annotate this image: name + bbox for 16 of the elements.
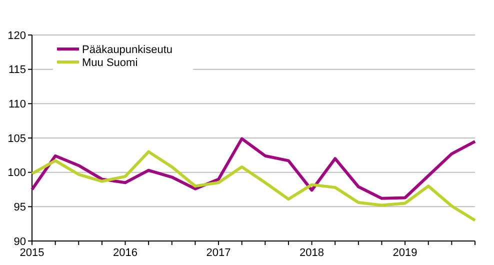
legend-label: Muu Suomi bbox=[82, 56, 138, 69]
y-tick-label: 95 bbox=[14, 202, 26, 214]
y-tick-label: 105 bbox=[8, 132, 26, 145]
y-tick-label: 110 bbox=[8, 98, 26, 111]
y-tick-label: 90 bbox=[14, 236, 26, 248]
line-series bbox=[30, 137, 476, 200]
legend-label: Pääkaupunkiseutu bbox=[82, 44, 173, 56]
y-tick-label: 100 bbox=[8, 167, 26, 180]
x-tick-label: 2016 bbox=[113, 247, 138, 259]
x-tick-label: 2019 bbox=[392, 247, 418, 259]
x-tick-label: 2017 bbox=[206, 247, 231, 259]
x-tick-label: 2015 bbox=[20, 247, 44, 259]
y-tick-label: 115 bbox=[8, 64, 26, 76]
line-series bbox=[30, 150, 476, 222]
x-tick-label: 2018 bbox=[300, 247, 324, 259]
y-tick-label: 120 bbox=[8, 30, 26, 42]
